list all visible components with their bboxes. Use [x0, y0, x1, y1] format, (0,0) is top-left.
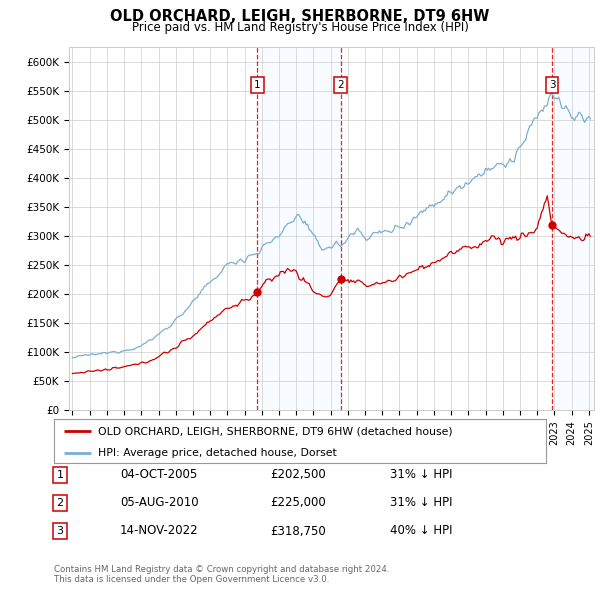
Text: 05-AUG-2010: 05-AUG-2010 [120, 496, 199, 509]
Text: £318,750: £318,750 [270, 525, 326, 537]
Text: HPI: Average price, detached house, Dorset: HPI: Average price, detached house, Dors… [98, 448, 337, 458]
Text: 04-OCT-2005: 04-OCT-2005 [120, 468, 197, 481]
Text: 31% ↓ HPI: 31% ↓ HPI [390, 468, 452, 481]
Text: 1: 1 [56, 470, 64, 480]
Text: OLD ORCHARD, LEIGH, SHERBORNE, DT9 6HW (detached house): OLD ORCHARD, LEIGH, SHERBORNE, DT9 6HW (… [98, 427, 453, 436]
Text: 40% ↓ HPI: 40% ↓ HPI [390, 525, 452, 537]
Text: 14-NOV-2022: 14-NOV-2022 [120, 525, 199, 537]
Text: 3: 3 [56, 526, 64, 536]
Text: 31% ↓ HPI: 31% ↓ HPI [390, 496, 452, 509]
Bar [552, 47, 594, 410]
Text: 1: 1 [254, 80, 261, 90]
Text: £225,000: £225,000 [270, 496, 326, 509]
Bar [257, 47, 341, 410]
Text: OLD ORCHARD, LEIGH, SHERBORNE, DT9 6HW: OLD ORCHARD, LEIGH, SHERBORNE, DT9 6HW [110, 9, 490, 24]
Text: Price paid vs. HM Land Registry's House Price Index (HPI): Price paid vs. HM Land Registry's House … [131, 21, 469, 34]
Text: 3: 3 [549, 80, 556, 90]
Text: £202,500: £202,500 [270, 468, 326, 481]
Text: 2: 2 [337, 80, 344, 90]
Text: Contains HM Land Registry data © Crown copyright and database right 2024.
This d: Contains HM Land Registry data © Crown c… [54, 565, 389, 584]
Text: 2: 2 [56, 498, 64, 507]
